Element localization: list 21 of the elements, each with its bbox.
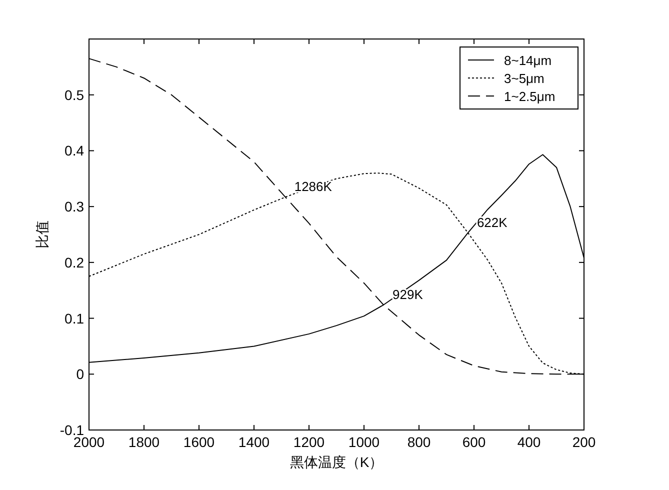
x-tick-label: 200 — [572, 434, 596, 450]
y-tick-label: 0.4 — [64, 142, 84, 159]
legend-label: 3~5μm — [504, 71, 544, 86]
y-tick-label: 0.1 — [64, 310, 84, 326]
annotation: 622K — [476, 214, 508, 230]
y-tick-label: 0.2 — [64, 254, 84, 270]
x-tick-label: 1200 — [293, 434, 325, 450]
x-tick-label: 800 — [407, 434, 431, 450]
x-axis-title: 黑体温度（K） — [290, 454, 384, 470]
x-tick-label: 1000 — [348, 434, 380, 450]
x-tick-label: 1400 — [238, 434, 270, 450]
legend-label: 8~14μm — [504, 53, 552, 68]
x-tick-label: 600 — [462, 434, 486, 450]
y-tick-label: 0.3 — [64, 198, 84, 215]
y-tick-label: 0 — [76, 366, 84, 382]
y-axis-title: 比值 — [34, 220, 50, 248]
x-tick-label: 1600 — [183, 434, 215, 450]
legend-label: 1~2.5μm — [504, 89, 556, 104]
y-tick-label: 0.5 — [64, 86, 84, 103]
x-tick-label: 400 — [517, 434, 541, 450]
x-tick-label: 1800 — [128, 434, 160, 450]
